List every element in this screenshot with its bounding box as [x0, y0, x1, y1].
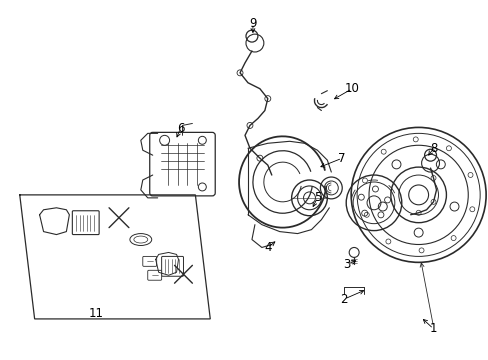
Text: 6: 6 [176, 122, 184, 135]
Text: 5: 5 [313, 192, 321, 204]
Text: 4: 4 [264, 241, 271, 254]
FancyBboxPatch shape [142, 256, 156, 266]
Text: 10: 10 [344, 82, 359, 95]
Text: 3: 3 [343, 258, 350, 271]
FancyBboxPatch shape [72, 211, 99, 235]
Text: 8: 8 [429, 142, 436, 155]
Text: 1: 1 [429, 322, 436, 336]
Text: 9: 9 [249, 17, 256, 30]
Text: 7: 7 [338, 152, 346, 165]
FancyBboxPatch shape [162, 256, 183, 276]
Text: 11: 11 [88, 307, 103, 320]
FancyBboxPatch shape [149, 132, 215, 196]
FancyBboxPatch shape [147, 270, 162, 280]
Text: 2: 2 [340, 293, 347, 306]
